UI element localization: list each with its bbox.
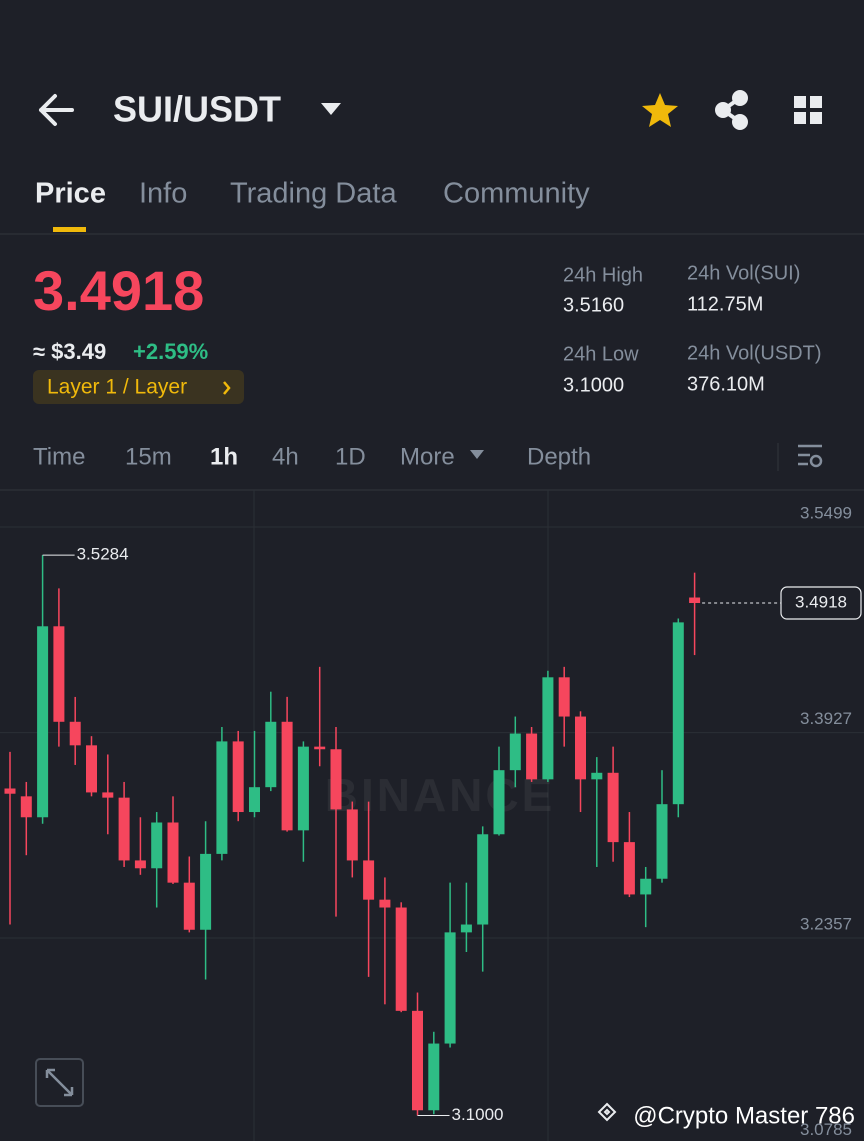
last-price-label: 3.4918 xyxy=(795,592,847,611)
price-change: +2.59% xyxy=(133,339,208,364)
candle-body xyxy=(69,721,81,746)
candle-body xyxy=(151,822,163,869)
candle-body xyxy=(37,626,49,818)
timeframe[interactable]: Time xyxy=(33,443,85,470)
candle-body xyxy=(607,772,619,843)
candle-body xyxy=(493,770,505,835)
tab[interactable]: Price xyxy=(35,178,106,210)
stat-value: 3.1000 xyxy=(563,374,624,396)
candle-body xyxy=(4,788,16,794)
candle-body xyxy=(526,733,538,780)
candle-body xyxy=(444,932,456,1044)
pair-title[interactable]: SUI/USDT xyxy=(113,89,281,130)
candle-body xyxy=(428,1043,440,1111)
menu-grid[interactable] xyxy=(794,96,822,124)
approx-price: ≈ $3.49 xyxy=(33,339,106,364)
stat-label: 24h Vol(USDT) xyxy=(687,342,822,364)
candle-body xyxy=(363,860,375,900)
candle-body xyxy=(265,721,277,788)
candle-body xyxy=(118,797,130,861)
stat-label: 24h High xyxy=(563,264,643,286)
last-price: 3.4918 xyxy=(33,259,204,322)
candle-body xyxy=(460,924,472,933)
high-label: 3.5284 xyxy=(77,545,129,564)
stat-value: 3.5160 xyxy=(563,294,624,316)
last-price-tag xyxy=(780,586,862,620)
candle-body xyxy=(591,772,603,780)
stat-label: 24h Vol(SUI) xyxy=(687,262,800,284)
candle-body xyxy=(623,842,635,895)
candle-body xyxy=(281,721,293,831)
tab[interactable]: Community xyxy=(443,178,590,210)
candle-body xyxy=(575,716,586,780)
candle-body xyxy=(640,878,652,895)
tab[interactable]: Info xyxy=(139,178,187,210)
y-tick-label: 3.5499 xyxy=(800,504,852,523)
candle-body xyxy=(20,796,32,818)
candle-body xyxy=(379,899,391,908)
timeframe[interactable]: Depth xyxy=(527,443,591,470)
back-button[interactable] xyxy=(39,94,74,126)
low-label: 3.1000 xyxy=(452,1105,504,1124)
sector-tag[interactable] xyxy=(33,370,244,404)
watermark: BINANCE xyxy=(325,769,556,821)
y-tick-label: 3.2357 xyxy=(800,914,852,933)
candle-body xyxy=(200,853,212,930)
timeframe[interactable]: More xyxy=(400,443,455,470)
candle-body xyxy=(232,741,244,813)
candle-body xyxy=(558,677,570,717)
timeframe[interactable]: 1h xyxy=(210,443,238,470)
candle-body xyxy=(86,745,97,793)
candle-body xyxy=(509,733,521,771)
credit: @Crypto Master 786 xyxy=(633,1102,855,1129)
fullscreen-button[interactable] xyxy=(35,1058,84,1107)
candle-body xyxy=(167,822,179,883)
candle-body xyxy=(330,749,342,810)
stat-label: 24h Low xyxy=(563,343,639,365)
share-button[interactable] xyxy=(715,90,748,130)
candle-body xyxy=(102,792,114,798)
chart-settings[interactable] xyxy=(798,444,823,468)
candle-body xyxy=(53,626,65,722)
timeframe[interactable]: 1D xyxy=(335,443,366,470)
candle-body xyxy=(346,809,358,861)
candle-body xyxy=(542,677,554,780)
pair-dropdown[interactable] xyxy=(321,103,341,115)
stat-value: 112.75M xyxy=(687,293,763,315)
timeframe[interactable]: 15m xyxy=(125,443,172,470)
more-dropdown[interactable] xyxy=(470,450,484,459)
credit-logo xyxy=(597,1102,617,1122)
candle-body xyxy=(412,1010,423,1111)
y-tick-label: 3.3927 xyxy=(800,709,852,728)
candle-body xyxy=(689,597,701,604)
candle-body xyxy=(672,622,684,805)
candle-body xyxy=(297,746,309,831)
candle-body xyxy=(183,882,195,930)
candle-body xyxy=(134,860,146,869)
candle-body xyxy=(395,907,407,1011)
sector-tag-text[interactable]: Layer 1 / Layer xyxy=(47,376,187,399)
candle-body xyxy=(249,787,260,813)
candle-body xyxy=(656,804,668,879)
stat-value: 376.10M xyxy=(687,373,765,395)
chevron xyxy=(223,381,231,395)
candle-body xyxy=(216,741,228,854)
fullscreen-icon xyxy=(45,1068,74,1097)
tab-indicator xyxy=(53,227,86,232)
tab[interactable]: Trading Data xyxy=(230,178,397,210)
y-tick-label: 3.0785 xyxy=(800,1120,852,1139)
candle-body xyxy=(314,746,326,750)
favorite-star[interactable] xyxy=(642,93,678,127)
plot: 3.5499 3.3927 3.2357 3.0785 3.5284 3.1000 3.49… xyxy=(0,504,864,1139)
candle-body xyxy=(477,834,489,925)
timeframe[interactable]: 4h xyxy=(272,443,299,470)
